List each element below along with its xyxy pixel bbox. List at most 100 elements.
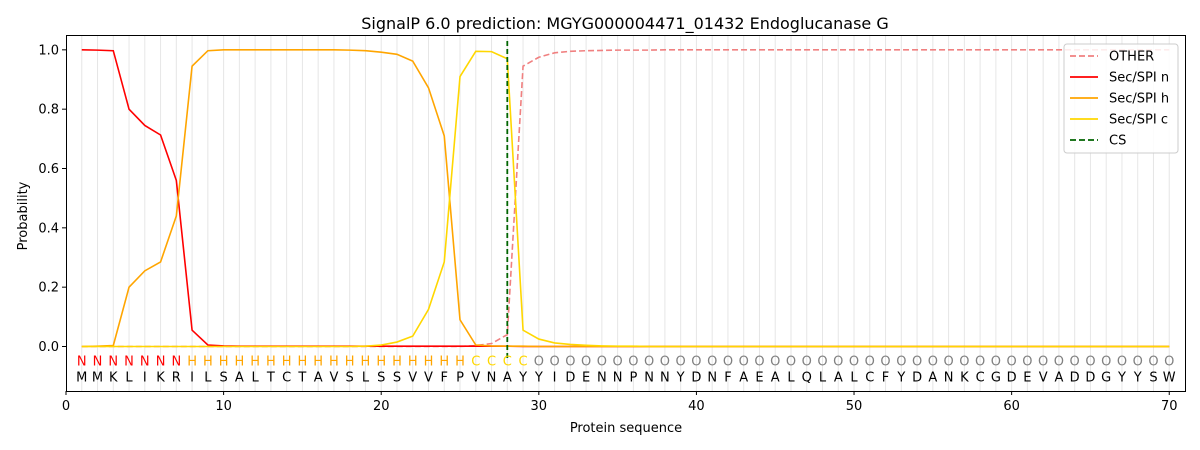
- residue-letter: N: [613, 371, 623, 386]
- region-label-letter: C: [519, 355, 528, 370]
- region-label-letter: O: [534, 355, 544, 370]
- legend-label-other: OTHER: [1109, 50, 1154, 65]
- residue-letter: G: [1101, 371, 1111, 386]
- region-label-letter: O: [754, 355, 764, 370]
- residue-letter: I: [553, 371, 557, 386]
- residue-letter: K: [960, 371, 969, 386]
- residue-letter: K: [156, 371, 165, 386]
- region-label-letter: O: [849, 355, 859, 370]
- region-label-letter: O: [1133, 355, 1143, 370]
- region-label-letter: O: [817, 355, 827, 370]
- region-label-letter: O: [802, 355, 812, 370]
- residue-letter: A: [771, 371, 780, 386]
- residue-letter: Y: [676, 371, 685, 386]
- region-label-letter: O: [723, 355, 733, 370]
- region-label-letter: O: [928, 355, 938, 370]
- x-tick-label: 30: [531, 399, 548, 414]
- residue-letter: L: [252, 371, 260, 386]
- residue-letter: A: [834, 371, 843, 386]
- residue-letter: N: [660, 371, 670, 386]
- x-axis-label: Protein sequence: [570, 421, 682, 436]
- residue-letter: M: [92, 371, 103, 386]
- region-label-letter: H: [439, 355, 449, 370]
- region-label-letter: H: [424, 355, 434, 370]
- region-label-letter: N: [93, 355, 103, 370]
- region-label-letter: O: [865, 355, 875, 370]
- sequence-annotation: NMNMNKNLNINKNRHIHLHSHAHLHTHCHTHAHVHSHLHS…: [76, 355, 1176, 386]
- residue-letter: C: [976, 371, 985, 386]
- x-tick-label: 10: [215, 399, 232, 414]
- region-label-letter: O: [660, 355, 670, 370]
- y-tick-label: 0.4: [38, 221, 59, 236]
- region-label-letter: O: [770, 355, 780, 370]
- region-label-letter: O: [1022, 355, 1032, 370]
- residue-letter: T: [297, 371, 306, 386]
- region-label-letter: O: [707, 355, 717, 370]
- region-label-letter: O: [943, 355, 953, 370]
- region-label-letter: H: [455, 355, 465, 370]
- region-label-letter: N: [140, 355, 150, 370]
- region-label-letter: O: [1117, 355, 1127, 370]
- residue-letter: F: [882, 371, 889, 386]
- residue-letter: A: [1054, 371, 1063, 386]
- residue-letter: I: [190, 371, 194, 386]
- residue-letter: D: [1070, 371, 1080, 386]
- y-tick-label: 0.8: [38, 103, 59, 118]
- region-label-letter: O: [975, 355, 985, 370]
- region-label-letter: N: [156, 355, 166, 370]
- region-label-letter: O: [1007, 355, 1017, 370]
- residue-letter: E: [1023, 371, 1031, 386]
- residue-letter: N: [707, 371, 717, 386]
- region-label-letter: H: [250, 355, 260, 370]
- residue-letter: N: [487, 371, 497, 386]
- region-label-letter: H: [298, 355, 308, 370]
- region-label-letter: O: [833, 355, 843, 370]
- series-line-sec-spi-c: [81, 50, 1170, 348]
- region-label-letter: O: [644, 355, 654, 370]
- plot-frame: [66, 35, 1186, 392]
- region-label-letter: O: [786, 355, 796, 370]
- y-tick-label: 0.6: [38, 162, 59, 177]
- region-label-letter: O: [1085, 355, 1095, 370]
- region-label-letter: O: [896, 355, 906, 370]
- x-tick-label: 60: [1003, 399, 1020, 414]
- region-label-letter: H: [313, 355, 323, 370]
- region-label-letter: O: [565, 355, 575, 370]
- residue-letter: A: [314, 371, 323, 386]
- region-label-letter: O: [880, 355, 890, 370]
- region-label-letter: H: [282, 355, 292, 370]
- residue-letter: D: [912, 371, 922, 386]
- residue-letter: Y: [1133, 371, 1142, 386]
- region-label-letter: H: [361, 355, 371, 370]
- x-tick-label: 40: [688, 399, 705, 414]
- residue-letter: A: [739, 371, 748, 386]
- region-label-letter: O: [991, 355, 1001, 370]
- residue-letter: N: [644, 371, 654, 386]
- legend-label-sec-spi-c: Sec/SPI c: [1109, 113, 1168, 128]
- region-label-letter: N: [77, 355, 87, 370]
- region-label-letter: H: [392, 355, 402, 370]
- residue-letter: D: [1085, 371, 1095, 386]
- region-label-letter: O: [613, 355, 623, 370]
- residue-letter: F: [724, 371, 731, 386]
- residue-letter: V: [471, 371, 480, 386]
- residue-letter: S: [393, 371, 401, 386]
- residue-letter: F: [441, 371, 448, 386]
- residue-letter: V: [329, 371, 338, 386]
- series-lines: [81, 49, 1170, 348]
- region-label-letter: O: [912, 355, 922, 370]
- residue-letter: V: [424, 371, 433, 386]
- region-label-letter: O: [1101, 355, 1111, 370]
- residue-letter: T: [266, 371, 275, 386]
- residue-letter: L: [204, 371, 212, 386]
- region-label-letter: H: [266, 355, 276, 370]
- residue-letter: I: [143, 371, 147, 386]
- residue-letter: D: [691, 371, 701, 386]
- region-label-letter: O: [581, 355, 591, 370]
- residue-letter: V: [408, 371, 417, 386]
- legend-label-sec-spi-n: Sec/SPI n: [1109, 71, 1169, 86]
- region-label-letter: O: [739, 355, 749, 370]
- residue-letter: L: [819, 371, 827, 386]
- region-label-letter: H: [219, 355, 229, 370]
